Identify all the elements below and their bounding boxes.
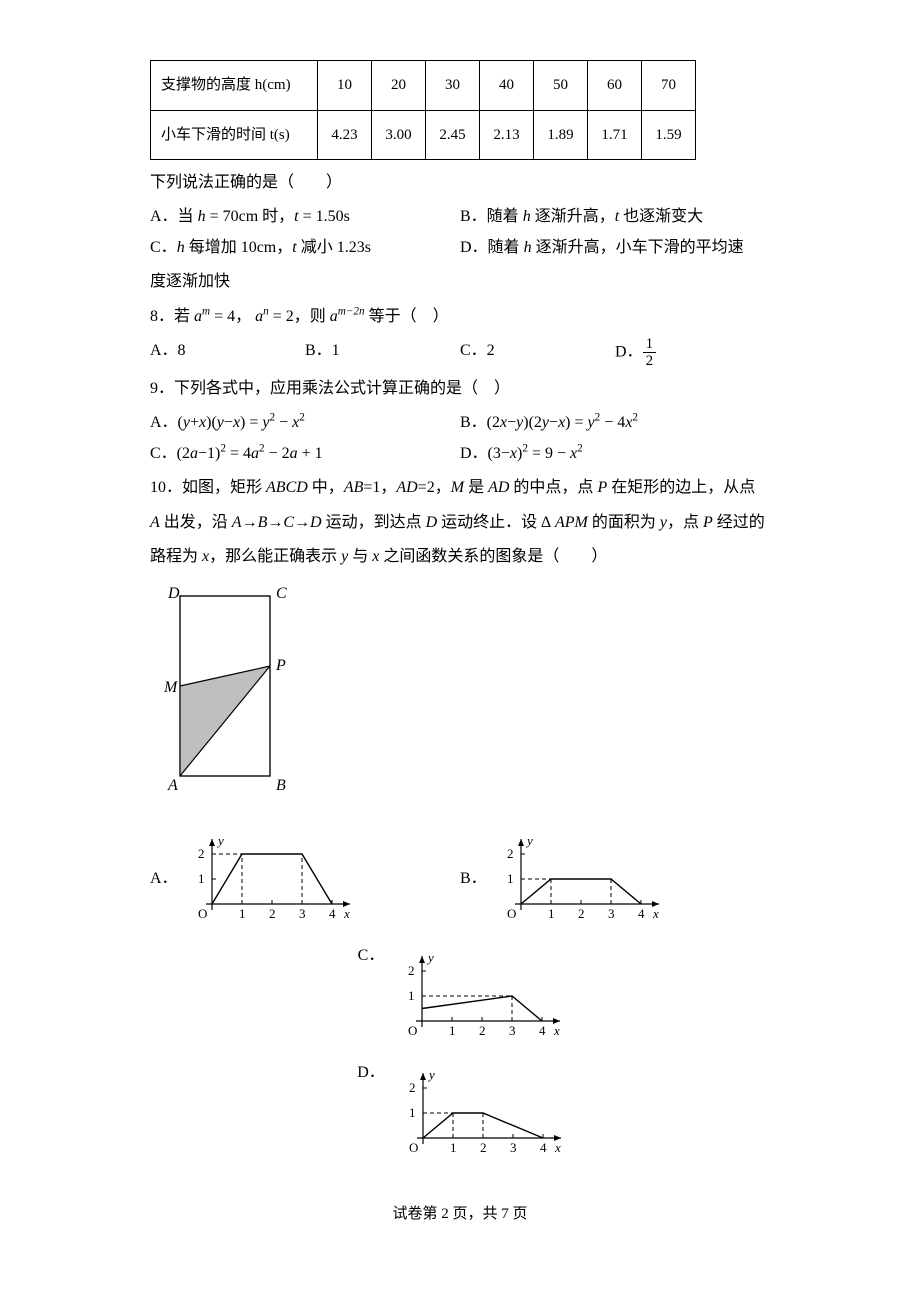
q7-opt-d: D．随着 h 逐渐升高，小车下滑的平均速: [460, 233, 770, 263]
svg-text:y: y: [427, 1067, 435, 1082]
svg-text:1: 1: [198, 871, 205, 886]
svg-text:4: 4: [329, 906, 336, 921]
label-M: M: [163, 679, 179, 696]
svg-text:4: 4: [539, 1023, 546, 1038]
opt-b-label: B．: [460, 864, 487, 894]
label-B: B: [276, 777, 286, 794]
q8-opt-d: D．12: [615, 336, 770, 370]
svg-text:y: y: [525, 833, 533, 848]
q7-stem: 下列说法正确的是（ ）: [150, 168, 770, 198]
svg-text:1: 1: [450, 1140, 457, 1155]
graph-b: 1 2 3 4 1 2 Ox y: [491, 824, 661, 935]
svg-text:O: O: [408, 1023, 417, 1038]
svg-text:O: O: [198, 906, 207, 921]
svg-text:x: x: [652, 906, 659, 921]
svg-text:2: 2: [480, 1140, 487, 1155]
graph-c: 1 2 3 4 1 2 Ox y: [392, 941, 562, 1052]
q8-opt-a: A．8: [150, 336, 305, 370]
q7-opt-a: A．当 h = 70cm 时，t = 1.50s: [150, 202, 460, 232]
svg-text:2: 2: [409, 1080, 416, 1095]
q10-line1: 10．如图，矩形 ABCD 中，AB=1，AD=2，M 是 AD 的中点，点 P…: [150, 473, 770, 503]
row1-header: 支撑物的高度 h(cm): [151, 61, 318, 111]
svg-text:2: 2: [507, 846, 514, 861]
svg-text:3: 3: [509, 1023, 516, 1038]
opt-a-label: A．: [150, 864, 178, 894]
cell: 60: [588, 61, 642, 111]
cell: 1.71: [588, 110, 642, 160]
q8-opt-c: C．2: [460, 336, 615, 370]
table-row: 小车下滑的时间 t(s) 4.23 3.00 2.45 2.13 1.89 1.…: [151, 110, 696, 160]
q7-opt-d-cont: 度逐渐加快: [150, 267, 770, 297]
svg-text:1: 1: [239, 906, 246, 921]
svg-text:x: x: [343, 906, 350, 921]
opt-d-label: D．: [357, 1064, 385, 1081]
q9-opt-b: B．(2x−y)(2y−x) = y2 − 4x2: [460, 408, 770, 438]
q9-opt-d: D．(3−x)2 = 9 − x2: [460, 439, 770, 469]
svg-text:O: O: [409, 1140, 418, 1155]
q9-stem: 9．下列各式中，应用乘法公式计算正确的是（ ）: [150, 374, 770, 404]
svg-text:4: 4: [540, 1140, 547, 1155]
svg-text:1: 1: [408, 988, 415, 1003]
cell: 2.45: [426, 110, 480, 160]
row2-header: 小车下滑的时间 t(s): [151, 110, 318, 160]
cell: 70: [642, 61, 696, 111]
svg-text:y: y: [426, 950, 434, 965]
svg-text:2: 2: [479, 1023, 486, 1038]
q7-opt-c: C．h 每增加 10cm，t 减小 1.23s: [150, 233, 460, 263]
graph-d: 1 2 3 4 1 2 Ox y: [393, 1058, 563, 1169]
cell: 40: [480, 61, 534, 111]
graph-a: 1 2 3 4 1 2 Ox y: [182, 824, 352, 935]
q10-line2: A 出发，沿 A→B→C→D 运动，到达点 D 运动终止．设 ∆ APM 的面积…: [150, 508, 770, 538]
label-C: C: [276, 585, 287, 602]
svg-text:2: 2: [408, 963, 415, 978]
cell: 50: [534, 61, 588, 111]
table-row: 支撑物的高度 h(cm) 10 20 30 40 50 60 70: [151, 61, 696, 111]
svg-text:2: 2: [198, 846, 205, 861]
svg-text:3: 3: [510, 1140, 517, 1155]
svg-text:O: O: [507, 906, 516, 921]
q8-stem: 8．若 am = 4， an = 2，则 am−2n 等于（ ）: [150, 302, 770, 332]
q7-opt-b: B．随着 h 逐渐升高，t 也逐渐变大: [460, 202, 770, 232]
svg-text:1: 1: [409, 1105, 416, 1120]
svg-text:y: y: [216, 833, 224, 848]
svg-text:1: 1: [548, 906, 555, 921]
svg-text:1: 1: [449, 1023, 456, 1038]
data-table: 支撑物的高度 h(cm) 10 20 30 40 50 60 70 小车下滑的时…: [150, 60, 696, 160]
q10-rect-figure: D C M P A B: [150, 576, 300, 817]
label-D: D: [167, 585, 180, 602]
svg-text:2: 2: [578, 906, 585, 921]
cell: 10: [318, 61, 372, 111]
cell: 1.59: [642, 110, 696, 160]
q10-line3: 路程为 x，那么能正确表示 y 与 x 之间函数关系的图象是（ ）: [150, 542, 770, 572]
svg-text:2: 2: [269, 906, 276, 921]
svg-text:x: x: [554, 1140, 561, 1155]
svg-text:x: x: [553, 1023, 560, 1038]
label-A: A: [167, 777, 178, 794]
cell: 20: [372, 61, 426, 111]
svg-text:3: 3: [608, 906, 615, 921]
opt-c-label: C．: [358, 947, 385, 964]
cell: 2.13: [480, 110, 534, 160]
svg-text:1: 1: [507, 871, 514, 886]
cell: 1.89: [534, 110, 588, 160]
cell: 30: [426, 61, 480, 111]
q8-opt-b: B．1: [305, 336, 460, 370]
cell: 3.00: [372, 110, 426, 160]
page-footer: 试卷第 2 页，共 7 页: [150, 1200, 770, 1229]
svg-text:3: 3: [299, 906, 306, 921]
q9-opt-a: A．(y+x)(y−x) = y2 − x2: [150, 408, 460, 438]
cell: 4.23: [318, 110, 372, 160]
q10-graphs: A． 1 2 3 4 1 2 Ox y B． 1 2 3 4 1 2 Ox y C． 1 2 3 4 1 2 Ox y D…: [150, 824, 770, 1170]
q9-opt-c: C．(2a−1)2 = 4a2 − 2a + 1: [150, 439, 460, 469]
svg-text:4: 4: [638, 906, 645, 921]
label-P: P: [275, 657, 286, 674]
